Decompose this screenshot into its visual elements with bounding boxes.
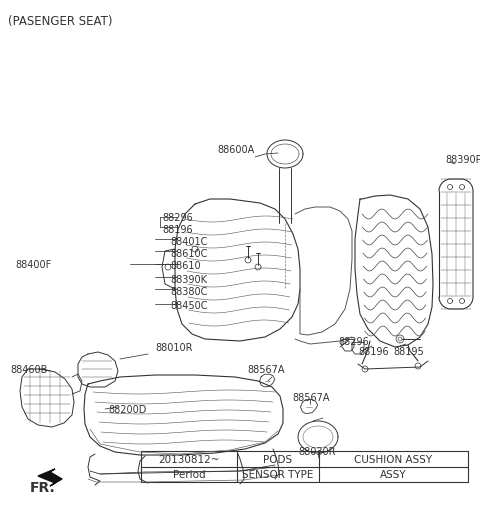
Text: 88380C: 88380C: [170, 286, 207, 296]
Text: 88450C: 88450C: [170, 300, 207, 311]
Text: 88610C: 88610C: [170, 248, 207, 259]
Text: 88195: 88195: [393, 346, 424, 357]
Text: 88296: 88296: [162, 213, 193, 223]
Text: 88460B: 88460B: [10, 364, 48, 374]
Text: 88400F: 88400F: [15, 260, 51, 270]
Text: FR.: FR.: [30, 480, 56, 494]
Text: ASSY: ASSY: [380, 469, 406, 479]
Text: 88567A: 88567A: [247, 364, 285, 374]
Text: 88610: 88610: [170, 261, 201, 271]
Text: 88401C: 88401C: [170, 236, 207, 246]
Polygon shape: [38, 469, 62, 486]
Text: 88196: 88196: [358, 346, 389, 357]
Text: 20130812~: 20130812~: [158, 454, 220, 464]
Text: 88196: 88196: [162, 225, 192, 234]
Text: PODS: PODS: [264, 454, 293, 464]
Text: 88296: 88296: [338, 336, 369, 346]
Text: 88567A: 88567A: [292, 392, 329, 402]
Text: Period: Period: [173, 469, 205, 479]
Text: 88600A: 88600A: [218, 145, 255, 155]
Text: 88030R: 88030R: [298, 446, 336, 456]
Text: (PASENGER SEAT): (PASENGER SEAT): [8, 15, 112, 28]
Text: CUSHION ASSY: CUSHION ASSY: [354, 454, 432, 464]
Text: 88200D: 88200D: [108, 404, 146, 414]
Text: 88390P: 88390P: [445, 155, 480, 165]
Text: 88010R: 88010R: [155, 342, 192, 352]
Text: SENSOR TYPE: SENSOR TYPE: [242, 469, 314, 479]
Text: 88390K: 88390K: [170, 274, 207, 284]
